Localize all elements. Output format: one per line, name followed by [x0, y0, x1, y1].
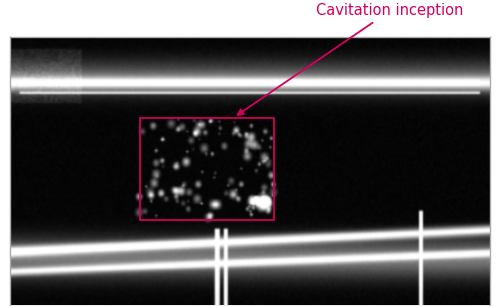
- Bar: [140, 118, 274, 220]
- Text: Cavitation inception: Cavitation inception: [238, 3, 464, 115]
